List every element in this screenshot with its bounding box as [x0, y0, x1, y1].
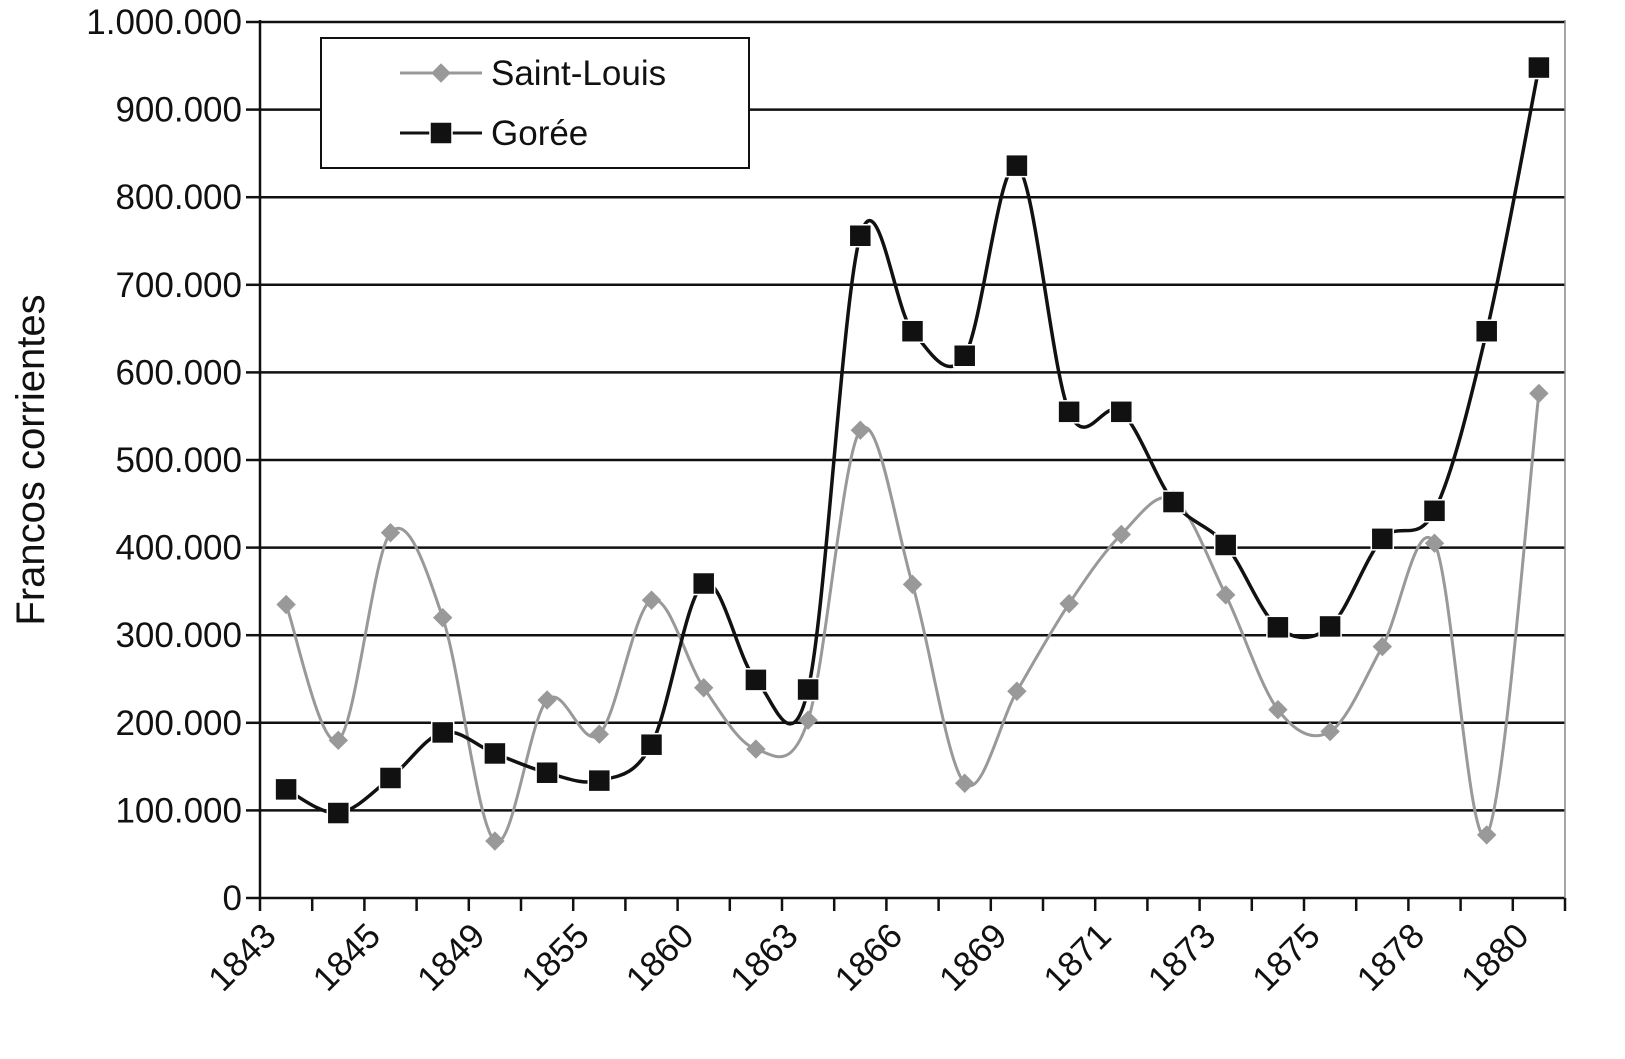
- saint-louis-point: [328, 730, 349, 751]
- x-tick-label: 1875: [1245, 916, 1328, 999]
- legend-item-gor-e: Gorée: [400, 114, 588, 153]
- x-tick-label: 1845: [305, 916, 388, 999]
- legend-label: Gorée: [491, 114, 588, 153]
- saint-louis-point: [432, 607, 453, 628]
- gor-e-point: [1057, 400, 1081, 424]
- x-tick-label: 1843: [201, 916, 284, 999]
- gor-e-point: [744, 668, 768, 692]
- gor-e-point: [952, 344, 977, 368]
- saint-louis-point: [485, 831, 505, 851]
- y-tick-label: 1.000.000: [86, 3, 242, 42]
- saint-louis-point: [1424, 533, 1445, 553]
- y-tick-label: 600.000: [115, 353, 242, 392]
- y-tick-label: 800.000: [115, 178, 242, 217]
- saint-louis-point: [276, 594, 296, 615]
- saint-louis-point: [380, 523, 401, 543]
- saint-louis-point: [850, 420, 871, 440]
- gor-e-point: [848, 223, 873, 248]
- gor-e-point: [1474, 319, 1499, 343]
- gor-e-point: [1318, 614, 1342, 639]
- x-tick-label: 1866: [827, 916, 910, 999]
- x-tick-label: 1855: [514, 916, 597, 999]
- gor-e-point: [274, 777, 298, 802]
- gor-e-point: [1109, 400, 1134, 424]
- saint-louis-point: [1320, 721, 1340, 742]
- gor-e-point: [1005, 153, 1029, 178]
- gor-e-line: [285, 67, 1541, 815]
- y-tick-label: 700.000: [115, 266, 242, 305]
- legend: Saint-Louis Gorée: [320, 37, 750, 169]
- saint-louis-point: [1111, 524, 1132, 545]
- saint-louis-point: [746, 739, 766, 759]
- y-tick-label: 400.000: [115, 529, 242, 568]
- gor-e-point: [1266, 615, 1290, 640]
- x-tick-label: 1873: [1141, 916, 1224, 999]
- saint-louis-point: [1215, 585, 1236, 605]
- saint-louis-point: [1268, 699, 1288, 720]
- gor-e-point: [639, 732, 664, 757]
- saint-louis-point: [693, 678, 714, 698]
- saint-louis-point: [1007, 681, 1027, 701]
- saint-louis-point: [1059, 593, 1079, 614]
- legend-box: [320, 37, 750, 169]
- series-saint-louis: [276, 383, 1549, 851]
- gor-e-point: [587, 768, 612, 793]
- x-tick-labels: 1843 1845 1849 1855 1860 1863 1866 1869 1871 1873…: [201, 916, 1536, 999]
- gor-e-point: [1213, 533, 1238, 557]
- y-tick-label: 100.000: [115, 791, 242, 830]
- saint-louis-point: [641, 590, 662, 610]
- saint-louis-point: [1372, 636, 1393, 657]
- gor-e-point: [378, 766, 403, 790]
- saint-louis-point: [798, 710, 818, 730]
- y-axis-label: Francos corrientes: [9, 294, 53, 625]
- gor-e-point: [1527, 55, 1551, 80]
- x-tick-label: 1863: [723, 916, 806, 999]
- y-tick-label: 300.000: [115, 616, 242, 655]
- y-tick-label: 200.000: [115, 704, 242, 743]
- gor-e-point: [326, 801, 351, 825]
- x-tick-label: 1871: [1036, 916, 1119, 999]
- y-tick-labels: 0 100.000 200.000 300.000 400.000 500.000 600.…: [86, 3, 242, 918]
- x-tick-label: 1880: [1454, 916, 1537, 999]
- saint-louis-point: [1529, 383, 1549, 404]
- y-tick-label: 900.000: [115, 91, 242, 130]
- series-gor-e: [274, 55, 1551, 825]
- gor-e-point: [483, 741, 507, 766]
- y-tick-label: 500.000: [115, 441, 242, 480]
- gor-e-point: [1161, 490, 1186, 514]
- legend-marker: [431, 63, 451, 83]
- saint-louis-point: [589, 724, 610, 744]
- gor-e-point: [1422, 499, 1447, 523]
- legend-item-saint-louis: Saint-Louis: [400, 54, 666, 93]
- gor-e-point: [691, 571, 716, 596]
- gor-e-point: [430, 720, 455, 745]
- saint-louis-point: [902, 574, 923, 595]
- gridlines: [260, 20, 1565, 812]
- x-tick-label: 1869: [932, 916, 1015, 999]
- x-tick-label: 1860: [619, 916, 702, 999]
- saint-louis-point: [954, 773, 975, 793]
- saint-louis-point: [1476, 825, 1497, 845]
- axes: [246, 20, 1567, 911]
- gor-e-point: [1370, 527, 1395, 551]
- x-tick-label: 1878: [1349, 916, 1432, 999]
- series: [274, 55, 1551, 851]
- legend-marker: [429, 121, 453, 145]
- legend-label: Saint-Louis: [491, 54, 666, 93]
- gor-e-point: [900, 319, 925, 343]
- y-tick-label: 0: [223, 879, 242, 918]
- x-tick-label: 1849: [410, 916, 493, 999]
- saint-louis-point: [537, 690, 557, 710]
- gor-e-point: [796, 677, 820, 702]
- gor-e-point: [535, 760, 559, 785]
